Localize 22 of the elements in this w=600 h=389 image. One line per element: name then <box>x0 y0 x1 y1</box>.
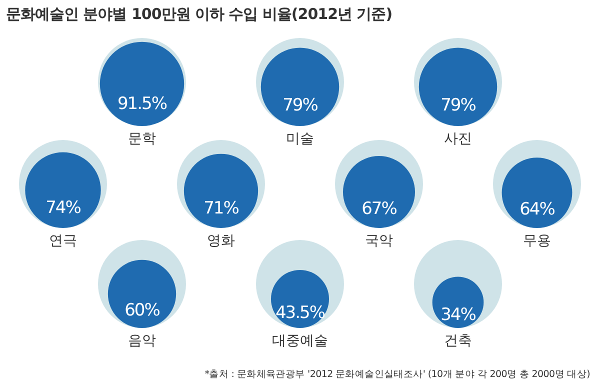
category-label: 영화 <box>207 233 235 249</box>
category-label: 무용 <box>523 233 551 249</box>
data-label: 91.5% <box>117 94 168 114</box>
data-label: 64% <box>520 200 556 220</box>
data-label: 60% <box>124 300 160 320</box>
category-label: 건축 <box>444 333 472 349</box>
data-label: 79% <box>282 95 318 116</box>
text: *출처 : 문화체육관광부 '2012 문화예술인실태조사' (10개 분야 각 200명 총 2000명 대상) <box>204 368 590 381</box>
category-label: 문학 <box>128 131 156 147</box>
data-label: 34% <box>440 304 476 325</box>
data-label: 79% <box>440 95 476 116</box>
data-label: 74% <box>46 198 82 218</box>
data-label: 67% <box>362 199 398 220</box>
category-label: 음악 <box>128 333 156 349</box>
category-label: 대중예술 <box>272 333 328 349</box>
category-label: 미술 <box>286 131 314 147</box>
data-label: 71% <box>204 198 240 219</box>
category-label: 사진 <box>444 131 472 147</box>
category-label: 국악 <box>365 233 393 249</box>
data-label: 43.5% <box>275 303 326 324</box>
text: 문화예술인 분야별 100만원 이하 수입 비율(2012년 기준) <box>6 5 392 24</box>
category-label: 연극 <box>49 233 77 249</box>
